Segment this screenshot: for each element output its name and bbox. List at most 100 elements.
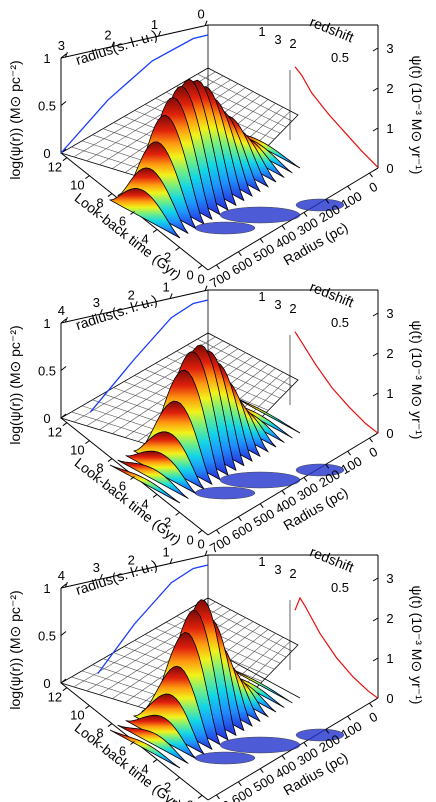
right-axis-label: ψ(t) (10⁻³ M⊙ yr⁻¹) xyxy=(409,321,425,440)
top-radius-tick-label: 4 xyxy=(58,568,65,583)
top-radius-tick xyxy=(64,581,68,588)
radius-tick-label: 500 xyxy=(251,241,277,265)
axis-top-left xyxy=(60,289,209,324)
radius-curve xyxy=(60,34,209,154)
radius-tick-label: 500 xyxy=(251,771,277,795)
time-tick xyxy=(130,211,135,215)
radius-tick xyxy=(347,450,352,456)
time-tick xyxy=(197,264,203,269)
radius-tick-label: 100 xyxy=(338,718,364,742)
time-tick-label: 8 xyxy=(96,726,103,741)
z-tick xyxy=(60,366,67,371)
top-radius-tick-label: 0 xyxy=(197,537,204,552)
grid-line xyxy=(197,73,293,122)
radius-tick xyxy=(325,729,330,734)
time-tick-label: 4 xyxy=(141,231,148,246)
time-tick-label: 6 xyxy=(119,744,126,759)
z-tick xyxy=(60,583,67,589)
sfr-curve xyxy=(294,331,379,434)
top-radius-tick-label: 0 xyxy=(197,7,204,22)
time-tick xyxy=(175,776,180,781)
time-tick-label: 6 xyxy=(119,214,126,229)
radius-tick xyxy=(369,702,373,708)
time-tick-label: 4 xyxy=(141,496,148,511)
radius-tick xyxy=(369,437,373,443)
z-tick xyxy=(60,318,67,324)
radius-tick xyxy=(369,172,373,178)
time-tick xyxy=(197,794,203,799)
floor-patch xyxy=(219,736,301,754)
z-tick xyxy=(60,631,67,636)
surface-ridge xyxy=(117,459,189,500)
radius-tick xyxy=(216,264,220,270)
radius-tick-label: 0 xyxy=(366,179,380,196)
redshift-tick-label: 2 xyxy=(289,36,296,51)
surface-ridge xyxy=(109,729,181,769)
left-axis-label: log(ψ(r)) (M⊙ pc⁻²) xyxy=(7,60,23,179)
time-tick-label: 6 xyxy=(119,479,126,494)
top-radius-tick-label: 3 xyxy=(58,38,65,53)
surface-ridge xyxy=(229,394,301,434)
top-radius-tick-label: 2 xyxy=(104,28,111,43)
radius-tick xyxy=(259,238,264,243)
radius-tick xyxy=(281,490,286,495)
radius-tick-label: 0 xyxy=(366,709,380,726)
time-tick-label: 12 xyxy=(48,160,62,175)
time-tick-label: 0 xyxy=(187,267,194,282)
top-radius-tick-label: 0 xyxy=(197,272,204,287)
top-radius-tick xyxy=(64,316,68,323)
axis-top-left xyxy=(60,554,209,589)
right-tick xyxy=(372,697,379,702)
time-tick xyxy=(107,193,113,197)
time-tick-label: 10 xyxy=(70,178,84,193)
time-tick-label: 8 xyxy=(96,461,103,476)
surface-ridge xyxy=(117,724,189,765)
radius-tick-label: 500 xyxy=(251,506,277,530)
redshift-tick-label: 1 xyxy=(258,24,265,39)
right-tick-label: 2 xyxy=(386,611,393,626)
radius-tick xyxy=(303,477,308,482)
redshift-tick-label: 3 xyxy=(274,562,281,577)
redshift-tick-label: 2 xyxy=(289,566,296,581)
radius-tick xyxy=(281,755,286,760)
right-tick xyxy=(372,312,379,317)
redshift-tick-label: 3 xyxy=(274,32,281,47)
floor-patch xyxy=(219,206,301,224)
time-tick xyxy=(175,511,180,516)
time-tick-label: 12 xyxy=(48,425,62,440)
z-tick-label: 1 xyxy=(43,51,50,66)
top-radius-tick-label: 2 xyxy=(128,552,135,567)
top-radius-tick-label: 2 xyxy=(128,287,135,302)
right-tick xyxy=(372,432,379,437)
top-radius-tick-label: 3 xyxy=(93,560,100,575)
surface-ridge xyxy=(109,464,181,504)
time-tick xyxy=(62,157,68,162)
z-tick xyxy=(60,101,67,106)
z-tick xyxy=(60,53,67,59)
top-radius-label: radius(s. l. u.) xyxy=(74,557,160,598)
time-tick xyxy=(85,440,90,445)
z-tick xyxy=(60,413,67,419)
right-tick-label: 1 xyxy=(386,651,393,666)
time-tick xyxy=(62,422,68,427)
radius-tick xyxy=(216,794,220,800)
surface xyxy=(109,599,345,769)
left-axis-label: log(ψ(r)) (M⊙ pc⁻²) xyxy=(7,325,23,444)
redshift-tick-label: 2 xyxy=(289,301,296,316)
top-radius-tick xyxy=(204,20,208,26)
time-tick xyxy=(130,741,135,745)
grid-line xyxy=(197,603,293,652)
top-radius-tick-label: 3 xyxy=(93,295,100,310)
radius-tick xyxy=(347,185,352,191)
top-radius-tick xyxy=(99,573,103,580)
right-tick xyxy=(372,577,379,582)
z-tick-label: 0.5 xyxy=(38,629,56,644)
radius-tick-label: 600 xyxy=(229,254,255,278)
right-tick-label: 2 xyxy=(386,81,393,96)
radius-tick xyxy=(216,529,220,535)
right-tick-label: 1 xyxy=(386,121,393,136)
time-tick xyxy=(197,529,203,534)
radius-tick-label: 700 xyxy=(207,532,233,556)
top-radius-tick xyxy=(134,301,138,307)
